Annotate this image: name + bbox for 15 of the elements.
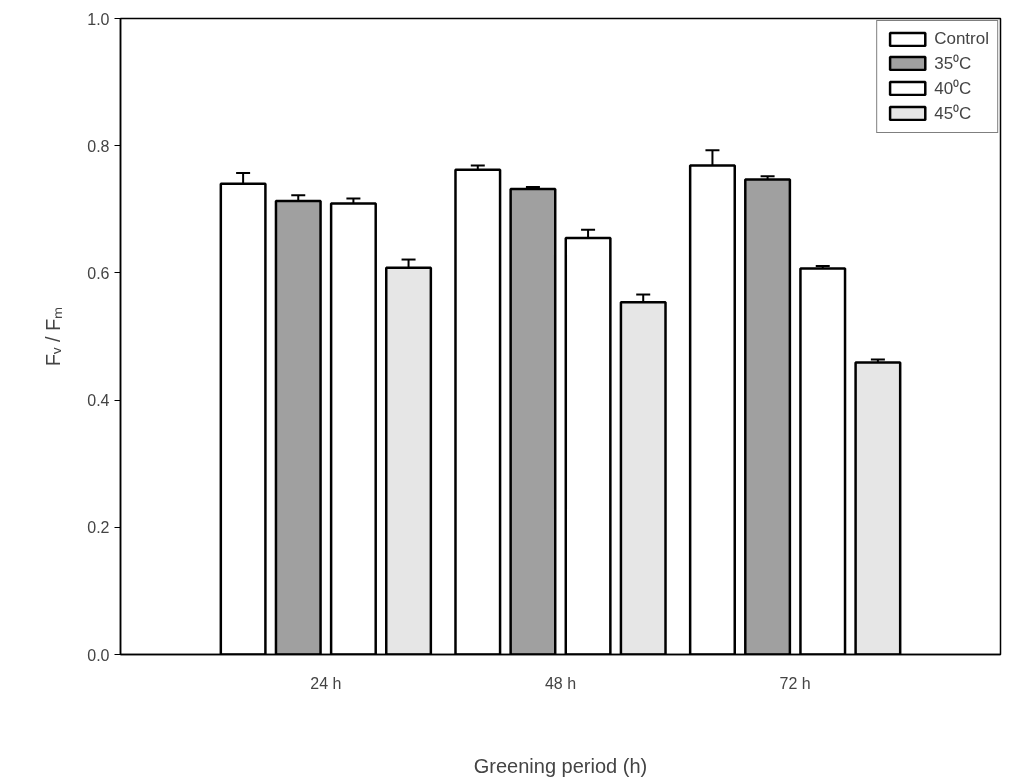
x-axis-title: Greening period (h) [473, 754, 648, 777]
y-tick-label: 0.4 [87, 392, 110, 410]
x-tick-label: 24 h [310, 674, 342, 692]
x-tick-label: 48 h [544, 674, 577, 692]
legend-label: 45⁰C [934, 103, 972, 124]
x-tick-label: 72 h [779, 674, 811, 692]
y-tick-label: 1.0 [87, 10, 110, 28]
legend-label: Control [934, 29, 989, 49]
y-tick-label: 0.2 [87, 519, 110, 537]
legend-label: 35⁰C [934, 53, 972, 74]
legend-label: 40⁰C [934, 78, 972, 99]
y-axis-title: Fᵥ / Fₘ [42, 306, 65, 367]
y-tick-label: 0.0 [87, 646, 110, 664]
y-tick-label: 0.8 [87, 137, 110, 155]
y-tick-label: 0.6 [87, 264, 110, 282]
